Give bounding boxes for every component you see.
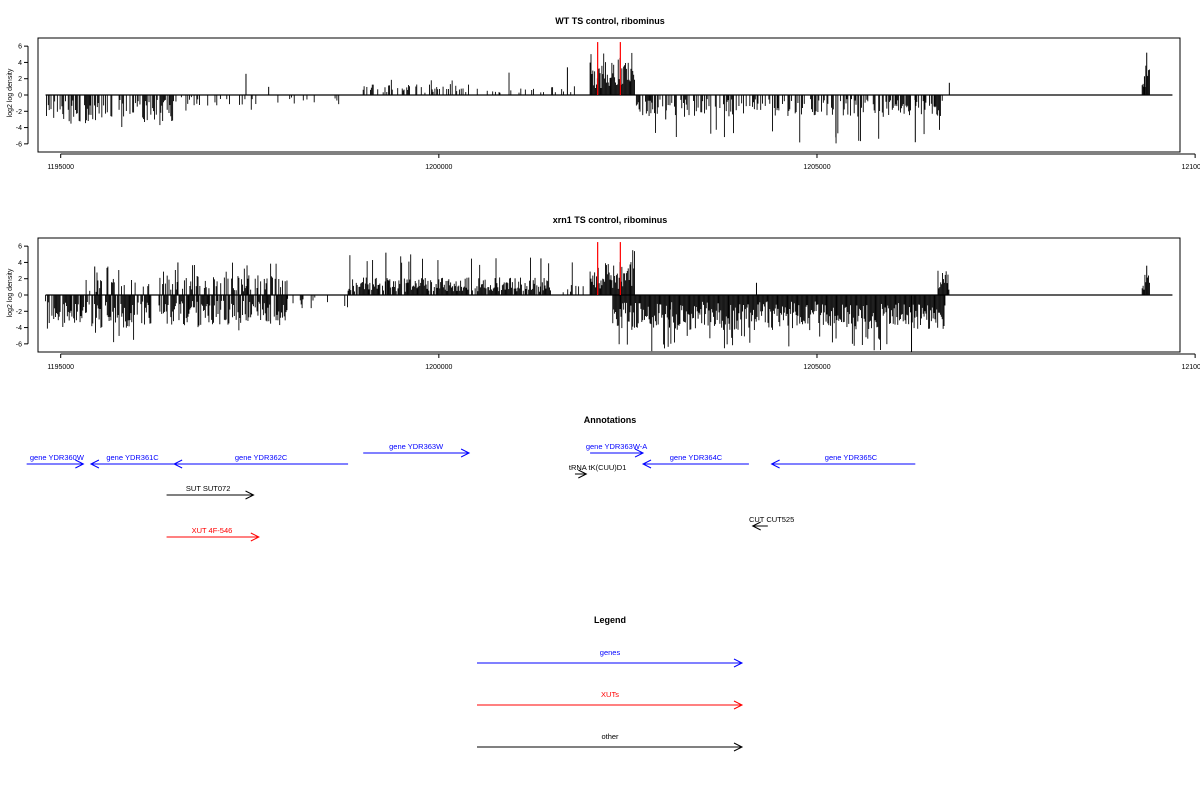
y-tick-label: 0 [18, 293, 22, 300]
annotation-arrow-head [634, 448, 645, 458]
annotation-arrow-head [578, 469, 588, 479]
legend-arrow-head [733, 658, 744, 668]
y-tick-label: -2 [16, 109, 22, 116]
y-tick-label: 0 [18, 93, 22, 100]
annotation-feature: gene YDR365C [770, 453, 916, 469]
annotation-feature: XUT 4F-546 [166, 526, 260, 542]
annotation-label: gene YDR365C [825, 453, 878, 462]
wt-track-x-axis: 1195000 1200000 1205000 1210000 [47, 153, 1200, 171]
annotation-arrow-head [460, 448, 471, 458]
xrn1-track-panel: xrn1 TS control, ribominus log2 log dens… [7, 215, 1200, 371]
legend-label: XUTs [601, 690, 619, 699]
annotation-label: tRNA tK(CUU)D1 [569, 463, 627, 472]
annotation-feature: SUT SUT072 [166, 484, 255, 500]
annotation-arrow-head [641, 459, 652, 469]
annotation-arrow-head [250, 532, 260, 542]
annotation-feature: gene YDR362C [173, 453, 349, 469]
annotation-feature: gene YDR361C [89, 453, 175, 469]
annotation-arrow-head [75, 459, 85, 469]
annotation-label: gene YDR363W [389, 442, 444, 451]
wt-track-ylabel: log2 log density [7, 68, 14, 117]
y-tick-label: 4 [18, 60, 22, 67]
legend-title: Legend [594, 615, 626, 625]
legend-arrow-head [733, 742, 744, 752]
annotation-feature: tRNA tK(CUU)D1 [569, 463, 627, 479]
annotation-feature: gene YDR360W [26, 453, 85, 469]
annotation-arrow-head [751, 521, 761, 531]
wt-track-title: WT TS control, ribominus [555, 16, 665, 26]
y-tick-label: 6 [18, 244, 22, 251]
annotation-label: gene YDR362C [235, 453, 288, 462]
annotation-label: gene YDR364C [670, 453, 723, 462]
y-tick-label: -6 [16, 141, 22, 148]
xrn1-track-plot-frame [37, 237, 1181, 353]
xrn1-track-bars [45, 242, 1173, 352]
y-tick-label: -4 [16, 325, 22, 332]
x-tick-label: 1210000 [1181, 164, 1200, 171]
annotation-arrow-head [770, 459, 780, 469]
annotation-label: CUT CUT525 [749, 515, 794, 524]
x-tick-label: 1200000 [425, 364, 452, 371]
xrn1-track-y-axis: -6 -4 -2 0 2 4 6 [16, 244, 29, 348]
y-tick-label: -4 [16, 125, 22, 132]
annotation-features: gene YDR360W gene YDR361C gene YDR362C gene… [26, 442, 916, 542]
legend-item: other [477, 732, 744, 752]
x-tick-label: 1200000 [425, 164, 452, 171]
annotations-title: Annotations [584, 415, 637, 425]
legend-arrow-head [733, 700, 744, 710]
y-tick-label: 6 [18, 44, 22, 51]
annotation-arrow-head [89, 459, 100, 469]
annotation-feature: CUT CUT525 [749, 515, 794, 531]
xrn1-track-ylabel: log2 log density [7, 268, 14, 317]
annotation-label: SUT SUT072 [186, 484, 230, 493]
annotation-label: XUT 4F-546 [192, 526, 233, 535]
annotation-feature: gene YDR364C [641, 453, 749, 469]
y-tick-label: 2 [18, 76, 22, 83]
x-tick-label: 1195000 [47, 164, 74, 171]
legend-item: genes [477, 648, 744, 668]
legend-item: XUTs [477, 690, 744, 710]
xrn1-track-title: xrn1 TS control, ribominus [553, 215, 668, 225]
x-tick-label: 1205000 [803, 364, 830, 371]
wt-track-y-axis: -6 -4 -2 0 2 4 6 [16, 44, 29, 148]
annotation-label: gene YDR360W [30, 453, 85, 462]
annotations-panel: Annotations gene YDR360W gene YDR361C gene… [26, 415, 916, 542]
annotation-label: gene YDR363W-A [586, 442, 647, 451]
wt-track-plot-frame [37, 37, 1181, 153]
wt-track-panel: WT TS control, ribominus log2 log densit… [7, 16, 1200, 171]
legend-panel: Legend genes XUTs other [477, 615, 744, 752]
xrn1-track-x-axis: 1195000 1200000 1205000 1210000 [47, 353, 1200, 371]
y-tick-label: 2 [18, 276, 22, 283]
annotation-arrow-head [173, 459, 183, 469]
y-tick-label: -6 [16, 341, 22, 348]
y-tick-label: 4 [18, 260, 22, 267]
wt-track-bars [45, 42, 1173, 144]
legend-label: genes [600, 648, 621, 657]
x-tick-label: 1195000 [47, 364, 74, 371]
annotation-feature: gene YDR363W-A [586, 442, 647, 458]
y-tick-label: -2 [16, 309, 22, 316]
x-tick-label: 1205000 [803, 164, 830, 171]
annotation-label: gene YDR361C [106, 453, 159, 462]
annotation-arrow-head [245, 490, 255, 500]
x-tick-label: 1210000 [1181, 364, 1200, 371]
annotation-feature: gene YDR363W [363, 442, 471, 458]
legend-label: other [601, 732, 619, 741]
legend-items: genes XUTs other [477, 648, 744, 752]
